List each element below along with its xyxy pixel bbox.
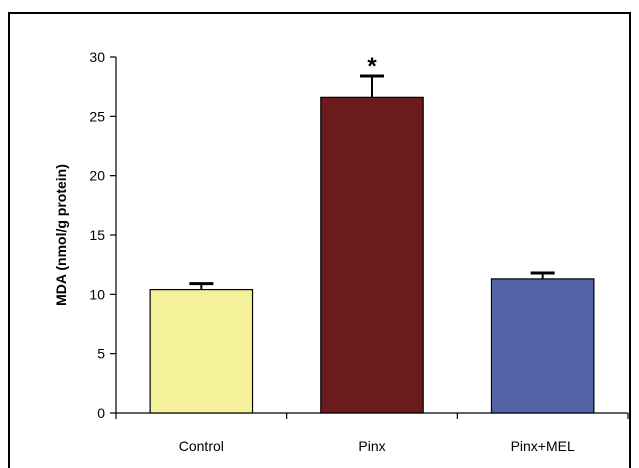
x-tick-label: Pinx+MEL (511, 438, 575, 454)
y-tick-label: 5 (97, 346, 105, 362)
x-tick-label: Pinx (358, 438, 385, 454)
y-ticks: 0 5 10 15 20 25 30 (89, 49, 116, 421)
y-tick-label: 0 (97, 405, 105, 421)
y-axis-title: MDA (nmol/g protein) (53, 164, 69, 306)
annotations: * (367, 53, 377, 80)
y-tick-label: 15 (89, 227, 105, 243)
x-ticks: Control Pinx Pinx+MEL (115, 413, 629, 454)
x-tick-label: Control (179, 438, 224, 454)
y-tick-label: 25 (89, 108, 105, 124)
error-bars (189, 74, 555, 290)
bar-control (149, 288, 254, 414)
y-tick-label: 20 (89, 168, 105, 184)
bars (149, 96, 595, 414)
y-tick-label: 30 (89, 49, 105, 65)
bar-pinx-mel (490, 278, 595, 414)
bar-pinx (320, 96, 424, 414)
significance-marker: * (367, 53, 377, 80)
y-tick-label: 10 (89, 286, 105, 302)
